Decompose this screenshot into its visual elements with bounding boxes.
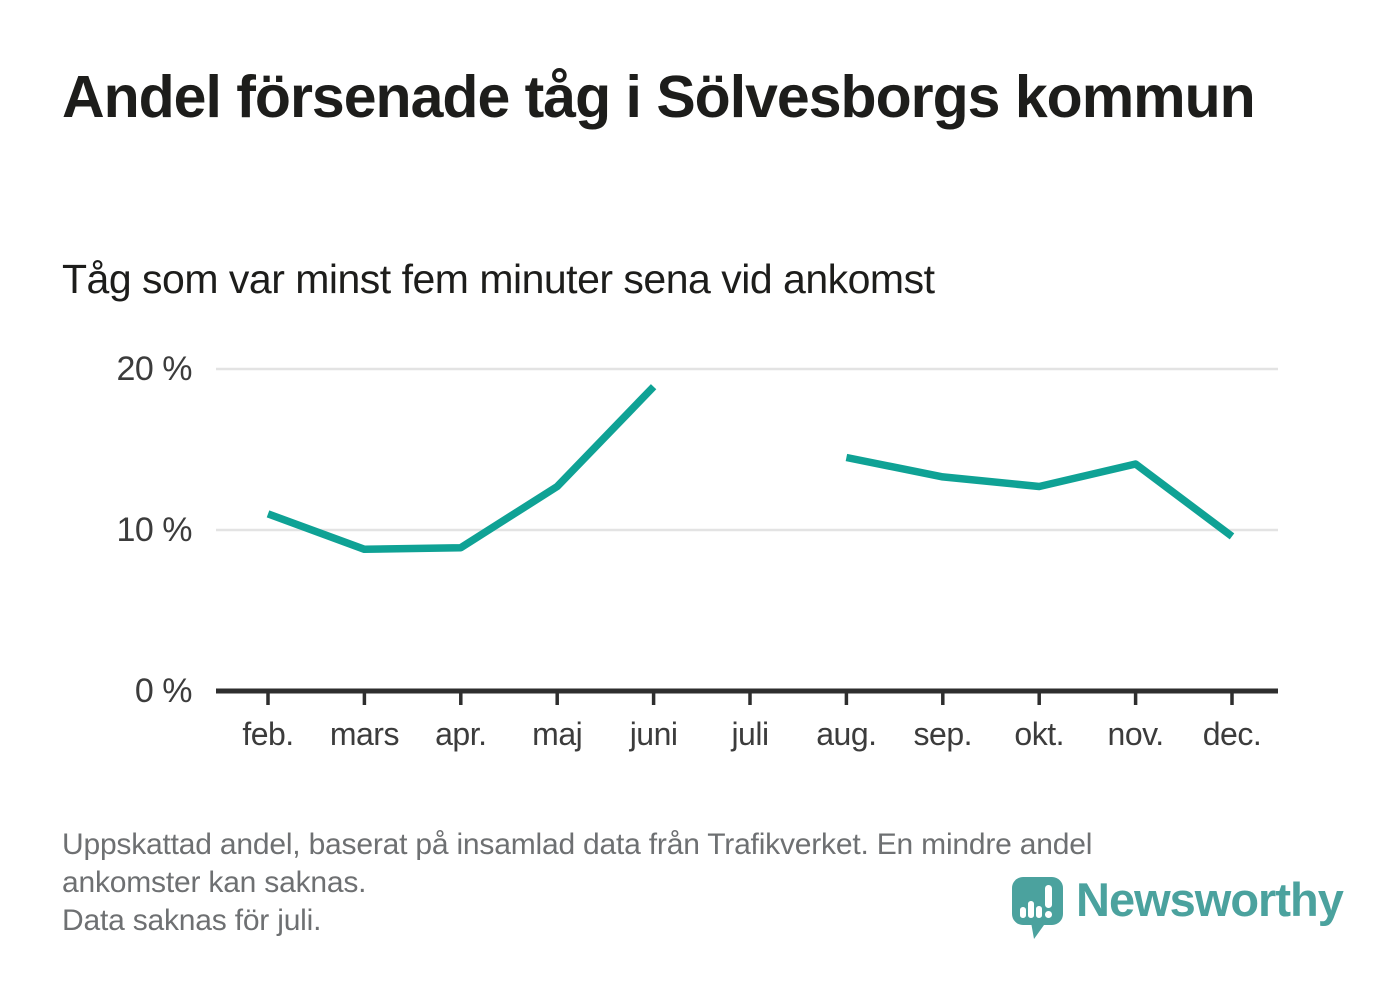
logo-exclamation-dot	[1045, 911, 1052, 918]
x-axis-tick-label: maj	[532, 716, 583, 752]
x-axis-tick-label: apr.	[435, 716, 487, 752]
x-axis-tick-label: feb.	[242, 716, 294, 752]
newsworthy-wordmark: Newsworthy	[1076, 873, 1344, 926]
x-axis-tick-label: sep.	[913, 716, 973, 752]
gridlines	[216, 367, 1278, 532]
x-axis-tick-label: aug.	[816, 716, 877, 752]
x-axis-tick-label: juli	[731, 716, 769, 752]
x-axis	[216, 688, 1278, 705]
source-note-line: Data saknas för juli.	[62, 904, 322, 937]
data-line	[266, 384, 1235, 554]
x-axis-tick-label: juni	[629, 716, 678, 752]
x-axis-tick-label: dec.	[1202, 716, 1262, 752]
y-axis-tick-label: 0 %	[134, 672, 193, 710]
chart-title: Andel försenade tåg i Sölvesborgs kommun	[62, 64, 1256, 130]
source-note-line: ankomster kan saknas.	[62, 866, 367, 899]
x-axis-tick-label: okt.	[1014, 716, 1064, 752]
source-note: Uppskattad andel, baserat på insamlad da…	[62, 826, 1322, 940]
chart-subtitle: Tåg som var minst fem minuter sena vid a…	[62, 256, 935, 302]
logo-bar	[1028, 901, 1034, 918]
y-axis-tick-label: 20 %	[116, 350, 193, 388]
newsworthy-bubble-chart-icon	[1012, 877, 1063, 939]
y-axis-tick-label: 10 %	[116, 511, 193, 549]
x-axis-tick-label: nov.	[1107, 716, 1165, 752]
source-note-line: Uppskattad andel, baserat på insamlad da…	[62, 828, 1093, 861]
logo-exclamation-bar	[1045, 885, 1052, 908]
data-line-segment	[845, 453, 1235, 540]
logo-bar	[1036, 906, 1042, 918]
data-line-segment	[266, 384, 657, 554]
logo-bar	[1020, 907, 1026, 918]
x-axis-tick-label: mars	[329, 716, 400, 752]
